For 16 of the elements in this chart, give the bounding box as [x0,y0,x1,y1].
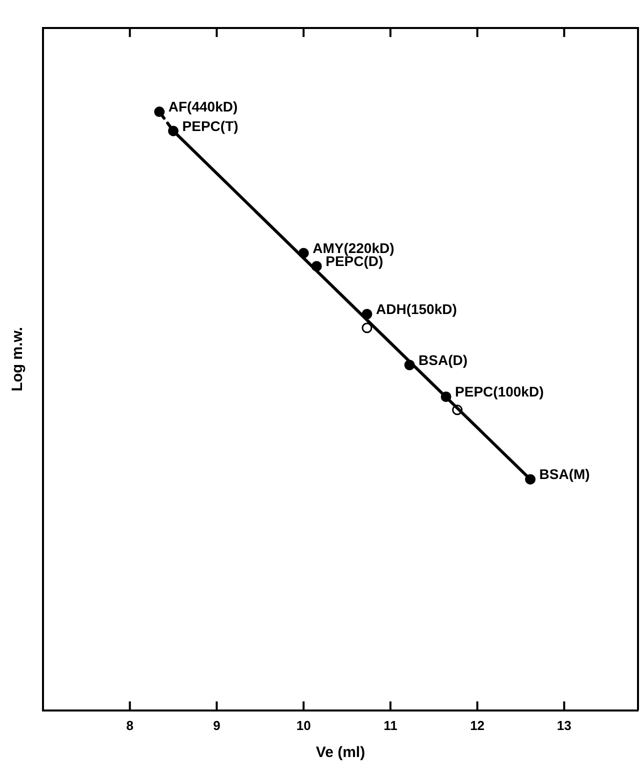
point [362,322,372,334]
annotation: ADH(150kD) [376,300,457,317]
annotation: PEPC(T) [182,118,238,134]
annotation: BSA(M) [539,466,590,482]
annotation: BSA(D) [418,352,468,368]
x-tick-label: 8 [126,718,134,733]
x-axis-title: Ve (ml) [316,744,366,762]
x-tick-label: 12 [470,718,485,733]
annotation: AMY(220kD) [312,240,394,256]
annotation: AF(440kD) [168,98,238,115]
x-tick-label: 11 [384,718,398,733]
annotation: PEPC(100kD) [455,384,544,400]
x-tick-label: 10 [296,718,311,733]
y-axis-title: Log m.w. [9,326,26,392]
x-tick-label: 9 [213,718,220,733]
x-tick-label: 13 [556,718,572,733]
